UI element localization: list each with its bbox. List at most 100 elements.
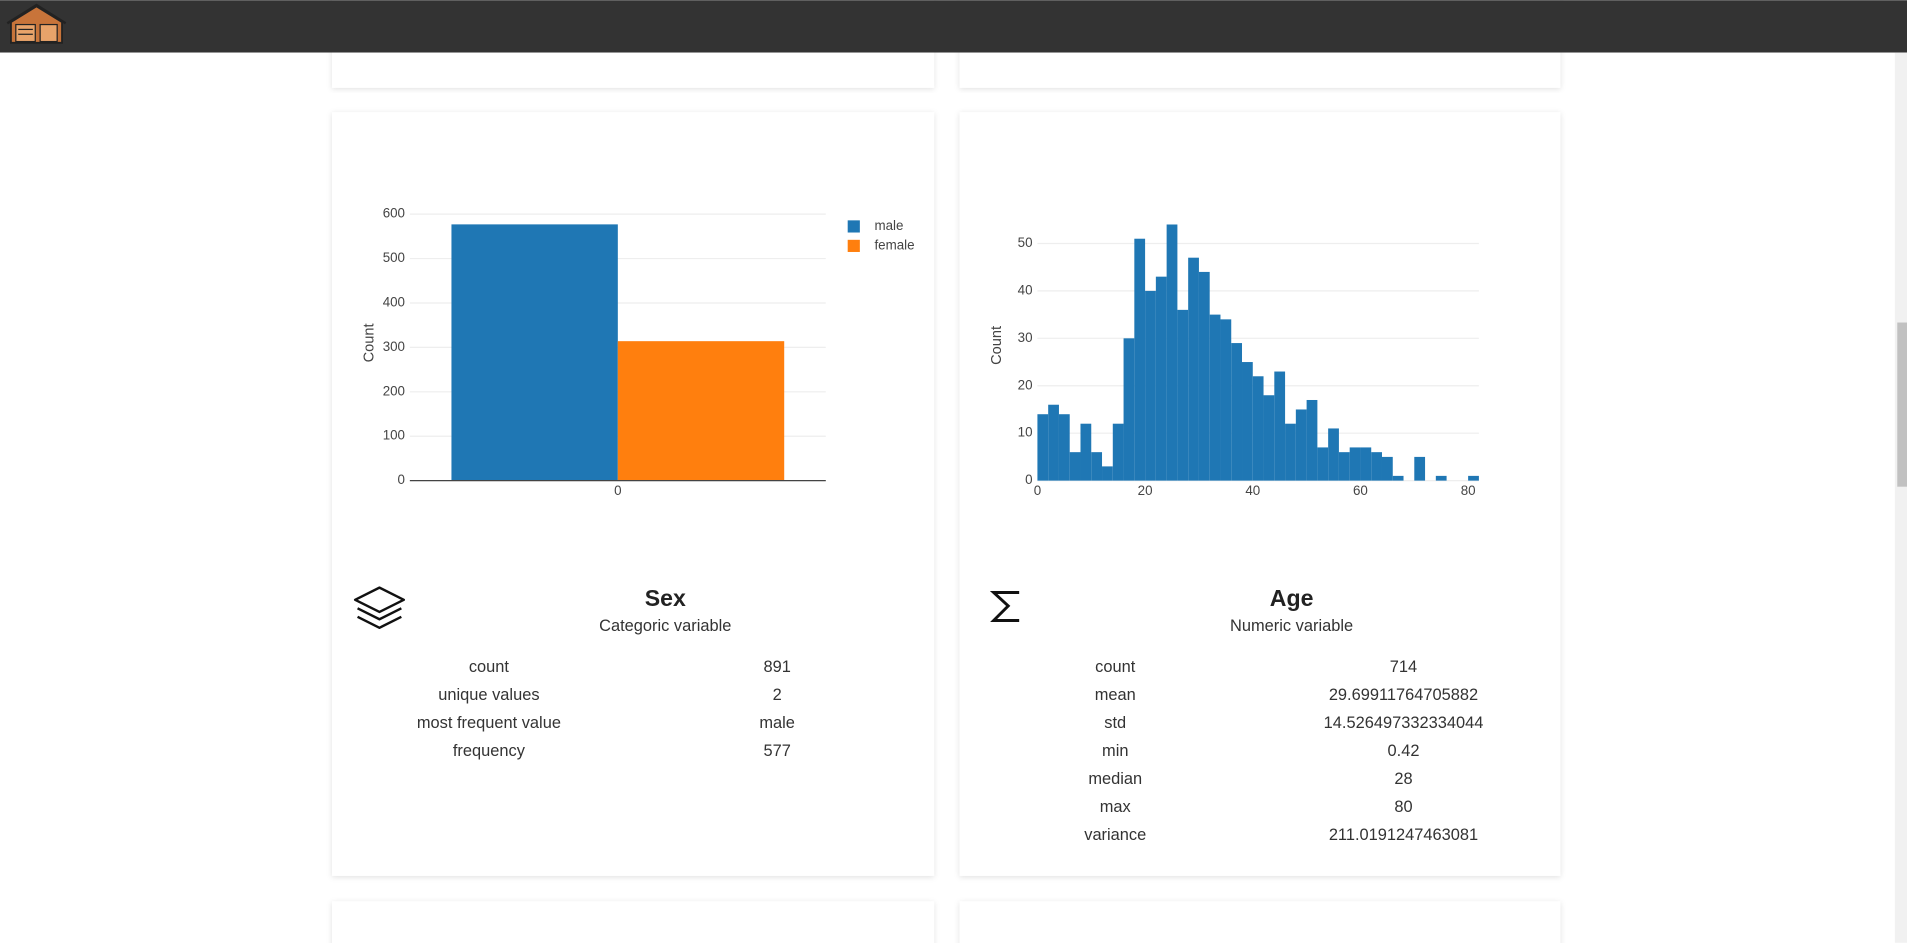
stat-value: 211.0191247463081 xyxy=(1329,826,1478,844)
card xyxy=(332,901,935,943)
y-tick-label: 300 xyxy=(383,339,405,354)
y-tick-label: 200 xyxy=(383,383,405,398)
stat-value: 2 xyxy=(773,686,782,704)
histogram-bar xyxy=(1198,271,1210,481)
y-tick-label: 500 xyxy=(383,250,405,265)
stat-value: 14.526497332334044 xyxy=(1324,714,1484,732)
histogram-bar xyxy=(1242,362,1253,481)
histogram-bar xyxy=(1328,428,1339,481)
stat-label: std xyxy=(1104,714,1126,732)
stat-label: count xyxy=(469,658,510,676)
y-tick-label: 100 xyxy=(383,428,405,443)
histogram-bar xyxy=(1220,319,1232,481)
histogram-bar xyxy=(1252,376,1264,481)
card xyxy=(959,112,1561,876)
stat-value: 577 xyxy=(763,742,790,760)
histogram-bar xyxy=(1435,475,1447,481)
stat-value: male xyxy=(759,714,795,732)
scrollbar-thumb[interactable] xyxy=(1897,322,1907,487)
y-tick-label: 10 xyxy=(1018,425,1033,440)
card-subtitle: Categoric variable xyxy=(599,617,731,635)
y-axis-title: Count xyxy=(362,323,378,362)
histogram-bar xyxy=(1414,456,1426,481)
x-tick-label: 40 xyxy=(1245,483,1260,498)
histogram-bar xyxy=(1392,475,1404,481)
x-tick-label: 80 xyxy=(1461,483,1476,498)
legend-swatch xyxy=(847,239,860,252)
histogram-bar xyxy=(1058,414,1070,481)
card xyxy=(332,112,935,876)
histogram-bar xyxy=(1468,475,1479,481)
y-tick-label: 50 xyxy=(1018,235,1033,250)
histogram-bar xyxy=(1295,409,1307,481)
histogram-bar xyxy=(1231,343,1243,481)
stat-label: unique values xyxy=(438,686,539,704)
stat-label: min xyxy=(1102,742,1128,760)
stat-label: variance xyxy=(1084,826,1146,844)
stat-label: max xyxy=(1100,798,1132,816)
numeric-icon xyxy=(989,591,1020,622)
histogram-bar xyxy=(1112,423,1124,481)
histogram-bar xyxy=(1349,447,1361,481)
scrollbar-track xyxy=(1894,52,1907,943)
y-tick-label: 600 xyxy=(383,206,405,221)
y-tick-label: 30 xyxy=(1018,330,1033,345)
histogram-bar xyxy=(1371,452,1382,481)
histogram-bar xyxy=(1048,404,1059,481)
histogram-bar xyxy=(1306,399,1318,481)
stat-value: 80 xyxy=(1394,798,1412,816)
legend-label: female xyxy=(874,237,914,252)
histogram-bar xyxy=(1209,314,1221,481)
histogram-bar xyxy=(1091,452,1103,481)
stat-value: 714 xyxy=(1390,658,1417,676)
x-tick-label: 20 xyxy=(1138,483,1153,498)
stat-value: 891 xyxy=(763,658,790,676)
histogram-bar xyxy=(1263,395,1275,481)
stat-value: 28 xyxy=(1394,770,1412,788)
categoric-icon xyxy=(353,586,405,629)
y-tick-label: 20 xyxy=(1018,377,1033,392)
stat-label: count xyxy=(1095,658,1136,676)
legend-swatch xyxy=(847,220,860,233)
x-tick-label: 0 xyxy=(1034,483,1041,498)
histogram-bar xyxy=(1338,452,1350,481)
stat-label: mean xyxy=(1095,686,1136,704)
y-tick-label: 400 xyxy=(383,295,405,310)
histogram-bar xyxy=(1134,238,1146,481)
histogram-bar xyxy=(1177,309,1189,481)
logo[interactable] xyxy=(6,3,67,44)
card-title: Age xyxy=(1270,585,1314,611)
card xyxy=(959,901,1561,943)
y-axis-title: Count xyxy=(989,326,1005,365)
x-tick-label: 60 xyxy=(1353,483,1368,498)
bar xyxy=(617,341,785,481)
histogram-bar xyxy=(1080,423,1092,481)
histogram-bar xyxy=(1166,224,1178,481)
y-tick-label: 0 xyxy=(398,472,405,487)
histogram-bar xyxy=(1317,447,1329,481)
histogram-bar xyxy=(1381,456,1393,481)
stat-label: most frequent value xyxy=(417,714,561,732)
stat-label: median xyxy=(1088,770,1142,788)
histogram-bar xyxy=(1360,447,1372,481)
card-subtitle: Numeric variable xyxy=(1230,617,1353,635)
histogram-bar xyxy=(1155,276,1167,481)
stat-value: 29.69911764705882 xyxy=(1329,686,1478,704)
card-title: Sex xyxy=(645,585,686,611)
histogram-bar xyxy=(1123,338,1135,481)
bar xyxy=(451,224,618,481)
y-tick-label: 0 xyxy=(1025,472,1032,487)
histogram-bar xyxy=(1285,423,1296,481)
stat-label: frequency xyxy=(453,742,526,760)
x-tick-label: 0 xyxy=(614,483,621,498)
histogram-bar xyxy=(1274,371,1286,481)
top-bar xyxy=(0,0,1907,53)
y-tick-label: 40 xyxy=(1018,282,1033,297)
histogram-bar xyxy=(1037,414,1049,481)
histogram-bar xyxy=(1145,290,1156,481)
histogram-bar xyxy=(1102,466,1113,481)
histogram-bar xyxy=(1188,257,1199,481)
